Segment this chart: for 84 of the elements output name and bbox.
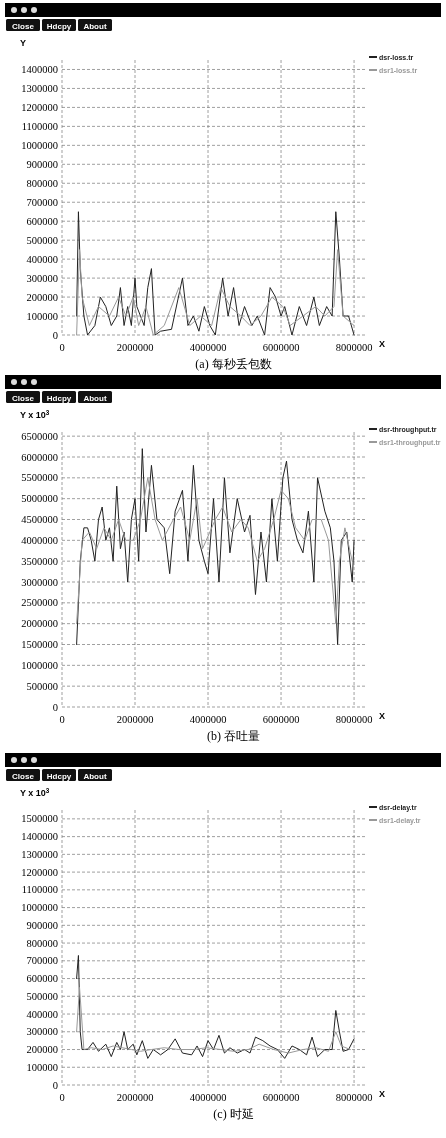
y-tick-label: 900000: [26, 919, 58, 931]
y-tick-label: 500000: [26, 990, 58, 1002]
y-tick-label: 6500000: [21, 430, 58, 442]
x-tick-label: 6000000: [262, 714, 300, 725]
text: Hdcpy: [46, 393, 72, 403]
y-tick-label: 4000000: [21, 534, 58, 546]
y-tick-label: 600000: [26, 973, 58, 985]
line-series: [76, 986, 351, 1054]
y-tick-label: 5000000: [21, 493, 58, 505]
x-tick-label: 4000000: [189, 342, 227, 353]
y-tick-label: 6000000: [21, 451, 58, 463]
x-tick-label: 4000000: [189, 1092, 227, 1103]
y-tick-label: 1100000: [21, 120, 58, 132]
y-tick-label: 600000: [26, 215, 58, 227]
text: About: [83, 771, 107, 781]
text: About: [83, 21, 107, 31]
x-tick-label: 8000000: [335, 342, 373, 353]
y-tick-label: 2500000: [21, 597, 58, 609]
x-axis-title: X: [379, 1089, 386, 1099]
text: Close: [12, 771, 35, 781]
y-tick-label: 800000: [26, 937, 58, 949]
y-tick-label: 1000000: [21, 902, 58, 914]
y-tick-label: 1300000: [21, 82, 58, 94]
line-series: [76, 954, 355, 1059]
x-tick-label: 4000000: [189, 714, 227, 725]
y-tick-label: 100000: [26, 1061, 58, 1073]
x-axis-title: X: [379, 711, 386, 721]
line-series: [76, 249, 355, 336]
text: Hdcpy: [46, 21, 72, 31]
y-tick-label: 1000000: [21, 659, 58, 671]
line-series: [76, 477, 353, 625]
y-tick-label: 0: [52, 701, 58, 713]
x-tick-label: 6000000: [262, 1092, 300, 1103]
text: (a) 每秒丢包数: [195, 357, 272, 371]
text: Hdcpy: [46, 771, 72, 781]
y-tick-label: 500000: [26, 234, 58, 246]
text: (c) 时延: [213, 1107, 254, 1121]
y-tick-label: 300000: [26, 1026, 58, 1038]
y-tick-label: 800000: [26, 177, 58, 189]
x-tick-label: 2000000: [116, 714, 154, 725]
x-tick-label: 0: [59, 1092, 65, 1103]
y-tick-label: 1000000: [21, 139, 58, 151]
text: Close: [12, 21, 35, 31]
y-tick-label: 1500000: [21, 639, 58, 650]
line-series: [76, 448, 355, 645]
y-tick-label: 4500000: [21, 514, 58, 525]
y-tick-label: 3500000: [21, 555, 58, 567]
y-tick-label: 200000: [26, 291, 58, 303]
x-tick-label: 8000000: [335, 1092, 373, 1103]
y-tick-label: 1100000: [21, 884, 58, 896]
y-tick-label: 1200000: [21, 866, 58, 878]
y-tick-label: 1400000: [21, 831, 58, 843]
y-tick-label: 0: [52, 1079, 58, 1091]
y-tick-label: 100000: [26, 310, 58, 322]
x-tick-label: 0: [59, 342, 65, 353]
y-tick-label: 700000: [26, 196, 58, 208]
text: (b) 吞吐量: [207, 729, 260, 743]
text: Close: [12, 393, 35, 403]
y-tick-label: 200000: [26, 1044, 58, 1056]
y-tick-label: 3000000: [21, 576, 58, 588]
x-tick-label: 2000000: [116, 1092, 154, 1103]
x-tick-label: 6000000: [262, 342, 300, 353]
y-tick-label: 1500000: [21, 813, 58, 825]
y-tick-label: 300000: [26, 272, 58, 284]
y-tick-label: 2000000: [21, 618, 58, 630]
x-tick-label: 2000000: [116, 342, 154, 353]
y-tick-label: 0: [52, 329, 58, 341]
y-axis-title: Y x 10$^{3}$: [20, 786, 50, 798]
y-tick-label: 700000: [26, 955, 58, 967]
y-tick-label: 1300000: [21, 848, 58, 860]
y-tick-label: 5500000: [21, 472, 58, 484]
y-axis-title: Y x 10$^{3}$: [20, 408, 50, 420]
y-tick-label: 900000: [26, 158, 58, 170]
x-tick-label: 8000000: [335, 714, 373, 725]
y-tick-label: 400000: [26, 253, 58, 265]
line-series: [76, 211, 355, 336]
x-tick-label: 0: [59, 714, 65, 725]
x-axis-title: X: [379, 339, 386, 349]
y-tick-label: 1400000: [21, 63, 58, 75]
y-tick-label: 400000: [26, 1008, 58, 1020]
y-axis-title: Y: [20, 38, 27, 48]
y-tick-label: 500000: [26, 680, 58, 692]
y-tick-label: 1200000: [21, 101, 58, 113]
text: About: [83, 393, 107, 403]
